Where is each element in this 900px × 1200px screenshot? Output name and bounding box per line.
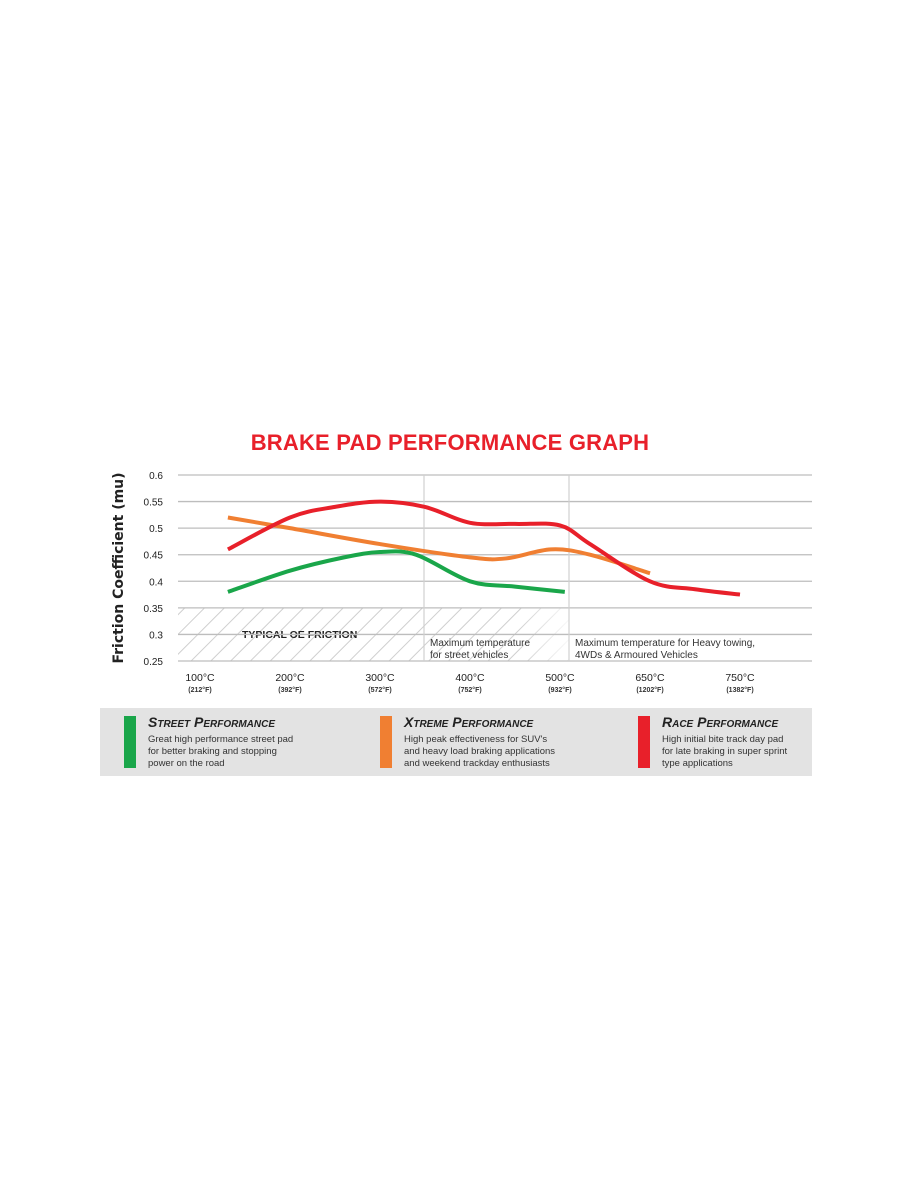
y-tick-label: 0.5 [149,524,163,535]
series-line-xtreme [227,515,651,576]
legend-swatch [638,716,650,768]
annotation: Maximum temperature for Heavy towing, 4WD… [575,638,755,661]
legend-name: Xtreme Performance [404,714,534,730]
x-tick-sublabel: (392°F) [278,686,301,694]
x-tick-sublabel: (752°F) [458,686,481,694]
y-tick-label: 0.6 [149,471,163,482]
legend-desc: Great high performance street pad for be… [148,734,294,769]
legend-name: Race Performance [662,714,779,730]
x-tick-label: 300°C [365,672,395,684]
chart-title: BRAKE PAD PERFORMANCE GRAPH [250,430,650,455]
x-tick-sublabel: (572°F) [368,686,391,694]
x-tick-label: 200°C [275,672,305,684]
x-tick-label: 750°C [725,672,755,684]
legend-desc: High peak effectiveness for SUV's and he… [404,734,556,769]
y-tick-label: 0.25 [144,657,164,668]
y-tick-label: 0.35 [144,604,164,615]
x-tick-sublabel: (1202°F) [636,686,663,694]
y-tick-label: 0.4 [149,577,163,588]
y-tick-label: 0.55 [144,498,164,509]
legend-name: Street Performance [148,714,276,730]
series-line-street [227,549,566,594]
x-tick-label: 500°C [545,672,575,684]
x-tick-label: 400°C [455,672,485,684]
legend-swatch [380,716,392,768]
series-line-race [226,499,741,597]
legend-swatch [124,716,136,768]
x-tick-label: 100°C [185,672,215,684]
legend: Street Performance Great high performanc… [100,708,812,776]
y-axis-label: Friction Coefficient (mu) [111,472,127,663]
x-tick-sublabel: (212°F) [188,686,211,694]
x-tick-sublabel: (1382°F) [726,686,753,694]
x-tick-label: 650°C [635,672,665,684]
legend-desc: High initial bite track day pad for late… [662,734,788,769]
y-tick-label: 0.45 [144,551,164,562]
x-tick-sublabel: (932°F) [548,686,571,694]
annotation: Maximum temperature for street vehicles [430,638,530,661]
y-tick-label: 0.3 [149,630,163,641]
